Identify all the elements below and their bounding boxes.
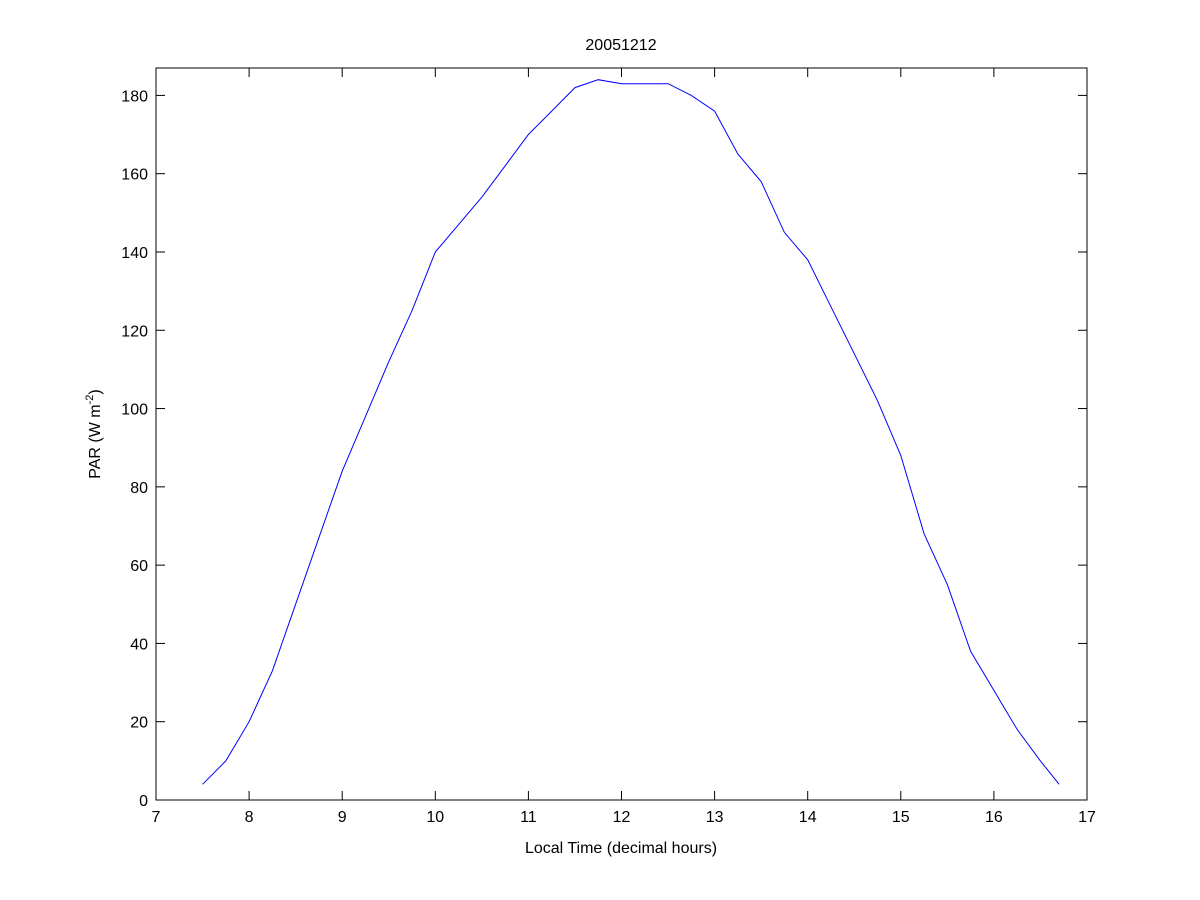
y-tick-label: 60 bbox=[130, 558, 148, 575]
y-tick-label: 20 bbox=[130, 715, 148, 732]
chart-title: 20051212 bbox=[585, 37, 656, 54]
y-tick-label: 120 bbox=[121, 323, 148, 340]
y-tick-label: 0 bbox=[139, 793, 148, 810]
x-tick-label: 16 bbox=[985, 809, 1003, 826]
x-tick-label: 12 bbox=[613, 809, 631, 826]
x-tick-label: 8 bbox=[245, 809, 254, 826]
y-tick-label: 180 bbox=[121, 88, 148, 105]
y-tick-label: 100 bbox=[121, 402, 148, 419]
y-label-base: PAR (W m bbox=[87, 404, 104, 478]
x-tick-label: 11 bbox=[520, 809, 537, 826]
y-tick-label: 80 bbox=[130, 480, 148, 497]
y-tick-label: 160 bbox=[121, 167, 148, 184]
x-tick-label: 7 bbox=[152, 809, 161, 826]
y-tick-label: 140 bbox=[121, 245, 148, 262]
x-tick-label: 17 bbox=[1078, 809, 1096, 826]
x-tick-label: 10 bbox=[426, 809, 444, 826]
plot-area bbox=[155, 67, 1088, 801]
x-tick-label: 13 bbox=[706, 809, 724, 826]
y-label-sup: -2 bbox=[84, 395, 96, 405]
y-axis-label: PAR (W m-2) bbox=[84, 389, 104, 478]
x-tick-label: 9 bbox=[338, 809, 347, 826]
x-tick-label: 15 bbox=[892, 809, 910, 826]
series-line bbox=[202, 79, 1060, 785]
y-label-close: ) bbox=[87, 389, 104, 394]
x-tick-label: 14 bbox=[799, 809, 817, 826]
x-axis-label: Local Time (decimal hours) bbox=[525, 840, 717, 857]
y-tick-label: 40 bbox=[130, 636, 148, 653]
